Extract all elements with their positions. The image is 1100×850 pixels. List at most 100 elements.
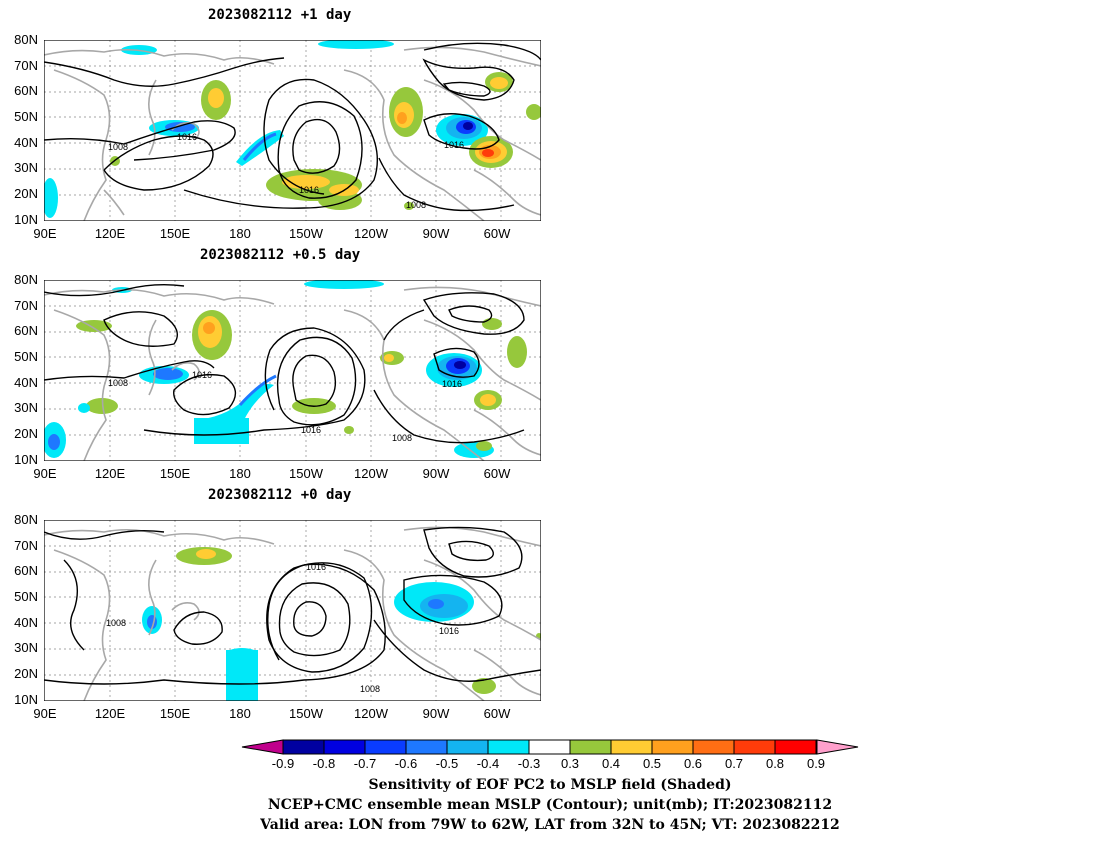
lat-label: 60N — [14, 323, 38, 338]
coastlines — [44, 46, 541, 221]
colorbar-bin — [405, 739, 448, 755]
lat-label: 60N — [14, 563, 38, 578]
lon-label: 120E — [94, 706, 126, 721]
colorbar-label: -0.7 — [353, 756, 377, 771]
colorbar-label: 0.9 — [806, 756, 826, 771]
contour-label: 1008 — [392, 433, 412, 443]
colorbar-bin — [364, 739, 407, 755]
contour-label: 1016 — [306, 562, 326, 572]
lat-label: 10N — [14, 212, 38, 227]
contour-label: 1008 — [108, 142, 128, 152]
lat-label: 20N — [14, 186, 38, 201]
lat-label: 10N — [14, 452, 38, 467]
lat-label: 30N — [14, 400, 38, 415]
contour-label: 1016 — [299, 185, 319, 195]
panel-3-title: 2023082112 +0 day — [208, 487, 352, 503]
colorbar-label: 0.7 — [724, 756, 744, 771]
lat-label: 50N — [14, 589, 38, 604]
lat-label: 40N — [14, 135, 38, 150]
lon-label: 180 — [229, 466, 251, 481]
panel-2-map: 1008 1016 1016 1016 1008 — [44, 280, 541, 461]
lon-label: 60W — [483, 466, 511, 481]
lat-label: 50N — [14, 349, 38, 364]
lon-label: 120W — [354, 706, 388, 721]
colorbar-bin — [323, 739, 366, 755]
lat-label: 70N — [14, 298, 38, 313]
mslp-contours — [44, 283, 525, 444]
colorbar-label: 0.8 — [765, 756, 785, 771]
lon-label: 90W — [422, 226, 450, 241]
panel-1-title: 2023082112 +1 day — [208, 7, 352, 23]
colorbar-high-arrow — [816, 739, 859, 755]
lat-label: 80N — [14, 32, 38, 47]
colorbar-label: -0.5 — [435, 756, 459, 771]
lon-label: 150E — [159, 706, 191, 721]
contour-label: 1016 — [177, 132, 197, 142]
panel-2-title: 2023082112 +0.5 day — [200, 247, 361, 263]
contour-label: 1008 — [106, 618, 126, 628]
coastlines — [44, 286, 541, 461]
colorbar-label: 0.5 — [642, 756, 662, 771]
colorbar-label: -0.8 — [312, 756, 336, 771]
caption-line-2: NCEP+CMC ensemble mean MSLP (Contour); u… — [267, 797, 833, 813]
lat-label: 80N — [14, 272, 38, 287]
colorbar-bins — [282, 739, 817, 755]
colorbar-label: 0.4 — [601, 756, 621, 771]
lat-label: 30N — [14, 640, 38, 655]
lat-label: 20N — [14, 426, 38, 441]
colorbar-bin — [610, 739, 653, 755]
mslp-contours — [44, 42, 541, 212]
contour-label: 1008 — [406, 200, 426, 210]
shading — [44, 280, 527, 458]
lon-label: 90E — [33, 226, 57, 241]
lon-label: 180 — [229, 226, 251, 241]
shading — [142, 547, 541, 701]
lat-label: 70N — [14, 538, 38, 553]
shading — [44, 40, 541, 218]
lat-label: 20N — [14, 666, 38, 681]
lat-label: 70N — [14, 58, 38, 73]
lat-label: 60N — [14, 83, 38, 98]
lat-label: 30N — [14, 160, 38, 175]
colorbar-bin — [528, 739, 571, 755]
panel-3-map: 1008 1016 1016 1008 — [44, 520, 541, 701]
contour-label: 1016 — [439, 626, 459, 636]
coastlines — [44, 526, 541, 701]
contour-label: 1016 — [192, 370, 212, 380]
lon-label: 180 — [229, 706, 251, 721]
colorbar-bin — [774, 739, 817, 755]
lon-label: 150W — [289, 466, 323, 481]
colorbar-bin — [446, 739, 489, 755]
colorbar-label: 0.6 — [683, 756, 703, 771]
lat-label: 80N — [14, 512, 38, 527]
panel-1-map: 1008 1016 1016 1016 1008 — [44, 40, 541, 221]
contour-label: 1016 — [444, 140, 464, 150]
caption-line-1: Sensitivity of EOF PC2 to MSLP field (Sh… — [368, 777, 732, 793]
lon-label: 60W — [483, 226, 511, 241]
lon-label: 60W — [483, 706, 511, 721]
lat-label: 40N — [14, 375, 38, 390]
lon-label: 90E — [33, 706, 57, 721]
colorbar-low-arrow — [241, 739, 284, 755]
contour-label: 1016 — [301, 425, 321, 435]
lat-label: 10N — [14, 692, 38, 707]
lon-label: 120E — [94, 226, 126, 241]
lon-label: 150W — [289, 706, 323, 721]
colorbar-bin — [487, 739, 530, 755]
lon-label: 150W — [289, 226, 323, 241]
colorbar-bin — [282, 739, 325, 755]
contour-label: 1016 — [442, 379, 462, 389]
lon-label: 120W — [354, 466, 388, 481]
colorbar-bin — [733, 739, 776, 755]
colorbar-bin — [569, 739, 612, 755]
contour-label: 1008 — [108, 378, 128, 388]
lon-label: 150E — [159, 226, 191, 241]
colorbar-label: 0.3 — [560, 756, 580, 771]
lon-label: 150E — [159, 466, 191, 481]
lon-label: 90W — [422, 466, 450, 481]
colorbar-bin — [651, 739, 694, 755]
contour-label: 1008 — [360, 684, 380, 694]
mslp-contours — [44, 526, 541, 685]
colorbar-label: -0.4 — [476, 756, 500, 771]
lon-label: 90E — [33, 466, 57, 481]
